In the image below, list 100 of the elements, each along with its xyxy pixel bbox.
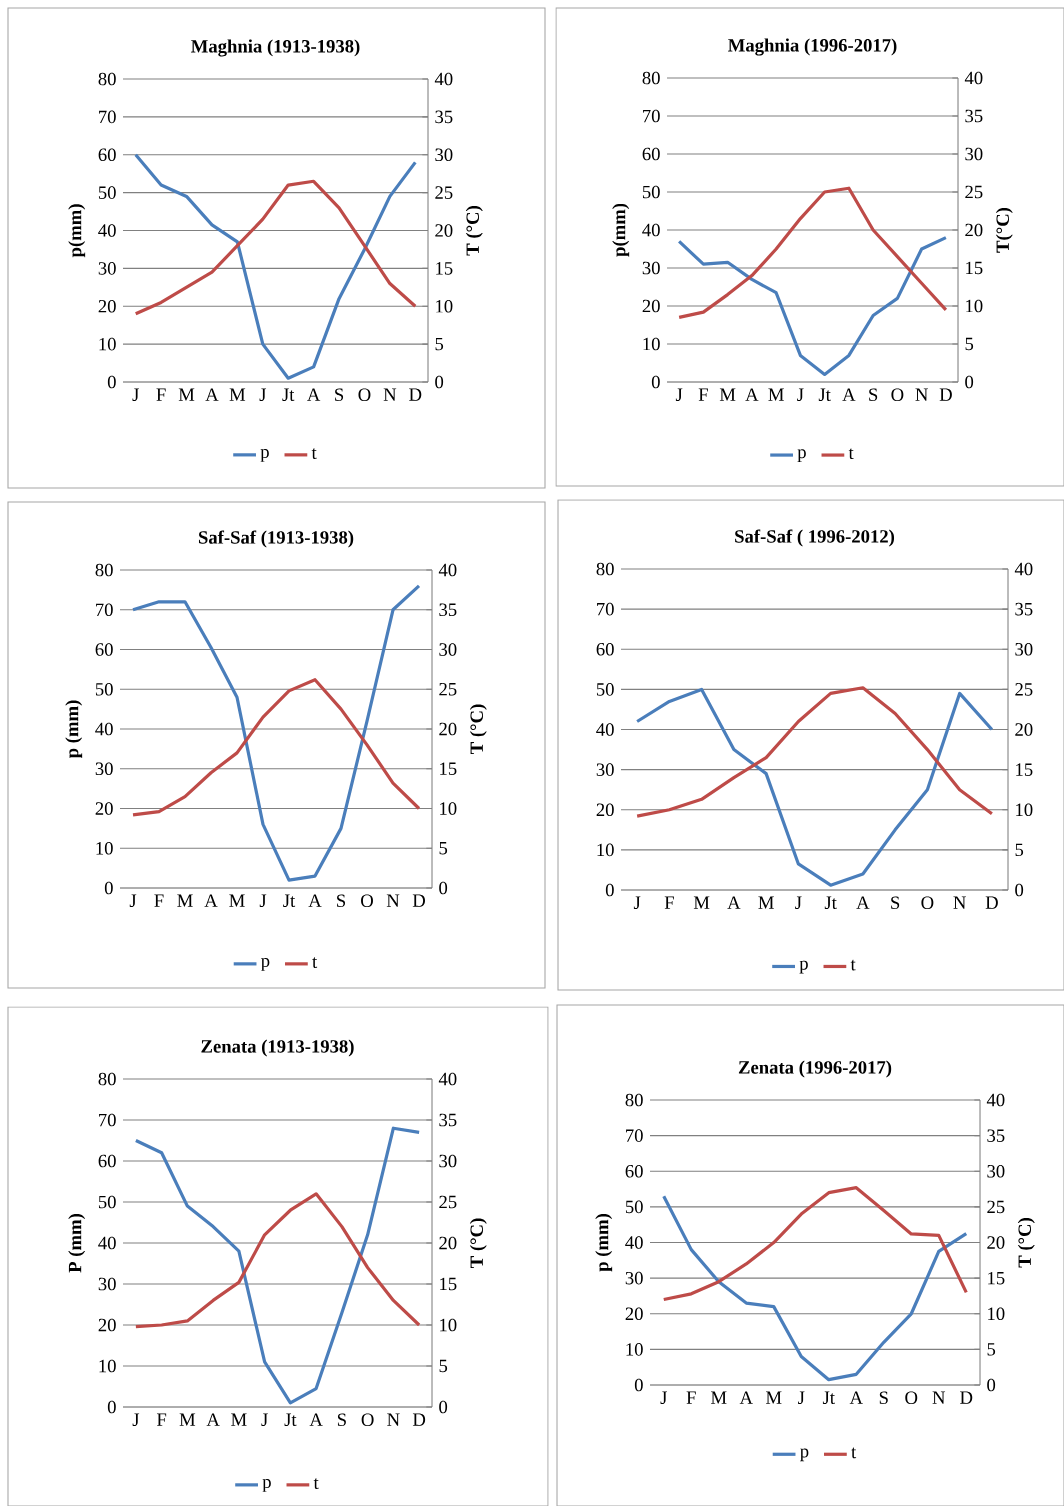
y2-tick-label: 35 [439,603,457,617]
x-tick-label: O [921,896,934,910]
x-tick-label: M [177,894,193,907]
y2-tick-label: 10 [436,299,453,313]
y-tick-label: 30 [98,262,116,275]
y-axis-title: p(mm) [68,204,86,258]
y2-tick-label: 40 [434,72,453,86]
y2-tick-label: 20 [435,224,453,237]
x-tick-label: J [129,894,137,907]
y-tick-label: 30 [596,763,614,776]
y-tick-label: 40 [625,1236,643,1249]
y-axis-title: P (mm) [68,1214,86,1273]
y2-tick-label: 40 [964,71,983,85]
y2-tick-label: 30 [439,1154,457,1168]
y-axis-title: p (mm) [595,1214,613,1272]
x-tick-label: D [939,388,952,401]
y-tick-label: 80 [642,71,660,85]
legend-label: p [262,1479,271,1492]
y2-tick-label: 15 [988,1271,1005,1285]
y-tick-label: 10 [99,337,116,351]
x-tick-label: A [739,1391,753,1404]
y-tick-label: 40 [98,224,116,237]
x-tick-label: A [849,1391,863,1404]
y2-tick-label: 0 [987,1378,996,1392]
legend-label: t [850,959,856,971]
y2-tick-label: 0 [965,375,974,389]
x-tick-label: Jt [818,388,831,401]
y-tick-label: 10 [626,1343,643,1356]
y-tick-label: 20 [98,299,116,313]
x-tick-label: Jt [822,1391,835,1404]
x-tick-label: M [768,388,784,401]
y-tick-label: 30 [95,762,113,776]
legend-label: p [261,958,270,971]
x-tick-label: A [206,1413,220,1426]
x-tick-label: F [698,388,708,401]
x-tick-label: A [308,894,322,907]
y-tick-label: 20 [98,1318,116,1332]
x-tick-label: J [259,894,267,907]
x-tick-label: O [358,388,371,402]
legend-label: t [311,448,317,459]
y2-axis-title: T(°C) [995,207,1013,253]
y2-tick-label: 40 [438,563,457,577]
y-tick-label: 10 [597,843,614,857]
y2-tick-label: 5 [435,337,444,351]
y-tick-label: 40 [95,722,113,736]
y-tick-label: 70 [643,109,660,123]
x-tick-label: A [745,388,759,401]
y2-tick-label: 15 [1016,763,1033,776]
x-tick-label: J [660,1391,667,1404]
y2-tick-label: 10 [440,802,457,815]
x-tick-label: F [154,894,164,907]
legend-label: p [797,449,806,463]
x-tick-label: Jt [282,388,295,401]
y2-tick-label: 30 [1015,642,1033,656]
y-tick-label: 0 [107,375,116,389]
line-series [134,153,417,380]
y-tick-label: 60 [98,148,116,162]
x-tick-label: F [156,388,166,401]
y2-tick-label: 10 [440,1318,457,1332]
line-series [662,1194,968,1382]
y-tick-label: 60 [642,147,660,161]
y2-tick-label: 20 [439,722,457,736]
x-tick-label: N [387,1413,400,1426]
x-tick-label: A [842,388,856,401]
y-tick-label: 50 [95,682,113,696]
x-tick-label: N [953,896,966,909]
y2-tick-label: 25 [435,186,453,199]
y2-tick-label: 25 [965,185,983,199]
chart-title: Zenata (1913-1938) [201,1039,354,1057]
x-tick-label: N [915,388,928,401]
y2-tick-label: 20 [439,1236,457,1250]
y2-tick-label: 5 [965,337,974,351]
x-tick-label: J [132,388,139,401]
y2-tick-label: 15 [966,261,983,275]
y-tick-label: 50 [596,683,614,696]
line-series [662,1186,968,1302]
line-series [131,678,421,817]
x-tick-label: S [337,1413,346,1427]
legend-label: p [800,1448,809,1462]
chart-title: Saf-Saf (1913-1938) [198,530,354,548]
x-tick-label: F [686,1391,696,1404]
y-tick-label: 0 [104,881,113,895]
x-tick-label: J [797,388,804,401]
x-tick-label: O [361,1413,374,1427]
y-tick-label: 40 [98,1236,116,1250]
x-tick-label: M [711,1391,727,1404]
y-tick-label: 0 [107,1400,116,1414]
y2-tick-label: 5 [987,1343,996,1356]
x-tick-label: S [335,388,344,402]
y2-tick-label: 15 [440,1277,457,1291]
y2-tick-label: 40 [1014,562,1033,576]
legend-label: t [848,448,854,460]
y-tick-label: 60 [625,1164,643,1178]
line-series [134,1192,421,1329]
y2-tick-label: 30 [987,1164,1005,1178]
y-tick-label: 70 [597,602,614,616]
x-tick-label: F [156,1413,167,1426]
y-tick-label: 0 [634,1378,643,1392]
y-tick-label: 20 [625,1307,643,1321]
y-tick-label: 60 [95,643,113,656]
